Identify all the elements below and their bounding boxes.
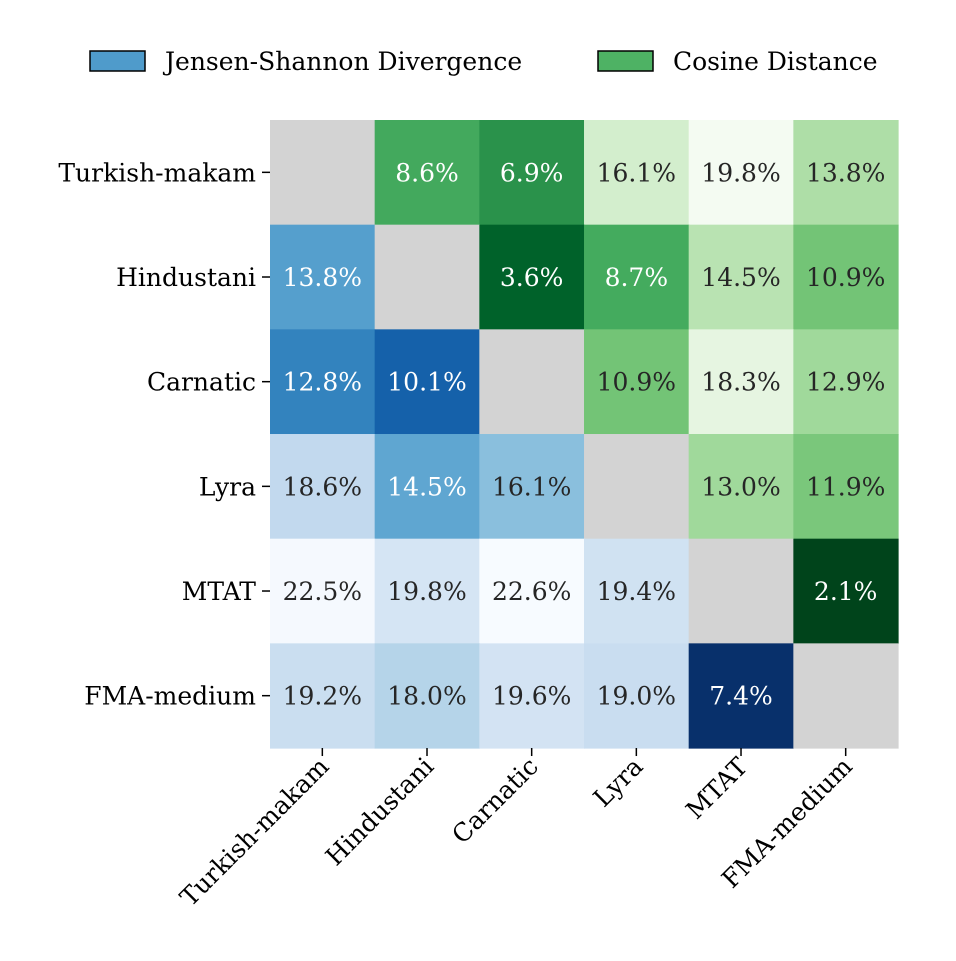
y-tick-label: Carnatic — [147, 368, 256, 397]
y-tick-label: FMA-medium — [84, 682, 256, 711]
cell-value-label: 12.9% — [806, 368, 885, 397]
cell-value-label: 11.9% — [806, 472, 885, 501]
legend-swatch-cosine-distance — [597, 50, 654, 72]
cell-value-label: 18.0% — [387, 682, 466, 711]
cell-value-label: 19.8% — [701, 158, 780, 187]
cell-value-label: 22.5% — [283, 577, 362, 606]
legend-label-cosine-distance: Cosine Distance — [673, 47, 878, 76]
heatmap-cell-carnatic-fma-medium — [793, 329, 899, 435]
cell-value-label: 13.8% — [806, 158, 885, 187]
cell-value-label: 19.2% — [283, 682, 362, 711]
heatmap-cell-mtat-turkish-makam — [270, 538, 376, 644]
heatmap-cell-carnatic-turkish-makam — [270, 329, 376, 435]
heatmap-cell-fma-medium-carnatic — [479, 643, 585, 749]
heatmap-cell-hindustani-fma-medium — [793, 224, 899, 330]
x-tick-label: Turkish-makam — [174, 752, 334, 912]
cell-value-label: 14.5% — [701, 263, 780, 292]
y-tick-label: Lyra — [199, 472, 256, 501]
heatmap-cell-lyra-carnatic — [479, 434, 585, 540]
heatmap-cell-fma-medium-fma-medium — [793, 643, 899, 749]
cell-value-label: 12.8% — [283, 368, 362, 397]
x-tick-label: Carnatic — [446, 752, 544, 850]
cell-value-label: 18.6% — [283, 472, 362, 501]
heatmap-cells — [270, 120, 899, 749]
cell-value-label: 10.9% — [597, 368, 676, 397]
y-tick-label: Turkish-makam — [58, 158, 256, 187]
cell-value-label: 13.8% — [283, 263, 362, 292]
x-tick-label: Lyra — [588, 752, 649, 813]
heatmap-cell-carnatic-lyra — [584, 329, 690, 435]
cell-value-label: 6.9% — [500, 158, 564, 187]
heatmap-cell-mtat-hindustani — [374, 538, 480, 644]
heatmap-cell-hindustani-lyra — [584, 224, 690, 330]
cell-value-label: 19.6% — [492, 682, 571, 711]
heatmap-cell-hindustani-carnatic — [479, 224, 585, 330]
legend-swatch-jensen-shannon-divergence — [89, 50, 146, 72]
cell-value-label: 8.7% — [605, 263, 669, 292]
heatmap-cell-fma-medium-mtat — [688, 643, 794, 749]
heatmap-cell-hindustani-mtat — [688, 224, 794, 330]
cell-value-label: 10.9% — [806, 263, 885, 292]
heatmap-cell-lyra-hindustani — [374, 434, 480, 540]
cell-value-label: 7.4% — [709, 682, 773, 711]
cell-value-label: 19.4% — [597, 577, 676, 606]
heatmap-cell-mtat-carnatic — [479, 538, 585, 644]
cell-value-label: 3.6% — [500, 263, 564, 292]
legend-label-jensen-shannon-divergence: Jensen-Shannon Divergence — [162, 47, 522, 76]
heatmap-cell-turkish-makam-turkish-makam — [270, 120, 376, 226]
heatmap-cell-mtat-mtat — [688, 538, 794, 644]
heatmap-cell-hindustani-turkish-makam — [270, 224, 376, 330]
x-tick-label: MTAT — [680, 752, 753, 825]
heatmap-cell-lyra-mtat — [688, 434, 794, 540]
heatmap-cell-mtat-lyra — [584, 538, 690, 644]
cell-value-label: 14.5% — [387, 472, 466, 501]
heatmap-cell-lyra-fma-medium — [793, 434, 899, 540]
heatmap-cell-fma-medium-turkish-makam — [270, 643, 376, 749]
heatmap-cell-carnatic-hindustani — [374, 329, 480, 435]
heatmap-cell-hindustani-hindustani — [374, 224, 480, 330]
cell-value-label: 19.0% — [597, 682, 676, 711]
cell-value-label: 19.8% — [387, 577, 466, 606]
heatmap-cell-turkish-makam-lyra — [584, 120, 690, 226]
legend: Jensen-Shannon Divergence Cosine Distance — [89, 47, 878, 76]
heatmap-cell-mtat-fma-medium — [793, 538, 899, 644]
heatmap-cell-lyra-turkish-makam — [270, 434, 376, 540]
cell-value-label: 16.1% — [597, 158, 676, 187]
cell-value-label: 2.1% — [814, 577, 878, 606]
heatmap-cell-carnatic-carnatic — [479, 329, 585, 435]
heatmap-cell-turkish-makam-carnatic — [479, 120, 585, 226]
y-tick-label: Hindustani — [116, 263, 256, 292]
cell-labels: 8.6% 6.9% 16.1% 19.8% 13.8% 13.8% 3.6% 8.7% 14.5… — [283, 158, 886, 710]
heatmap-cell-turkish-makam-hindustani — [374, 120, 480, 226]
cell-value-label: 13.0% — [701, 472, 780, 501]
cell-value-label: 18.3% — [701, 368, 780, 397]
heatmap-cell-carnatic-mtat — [688, 329, 794, 435]
y-tick-label: MTAT — [182, 577, 257, 606]
cell-value-label: 10.1% — [387, 368, 466, 397]
heatmap-cell-fma-medium-lyra — [584, 643, 690, 749]
cell-value-label: 8.6% — [395, 158, 459, 187]
cell-value-label: 22.6% — [492, 577, 571, 606]
heatmap-cell-fma-medium-hindustani — [374, 643, 480, 749]
heatmap-cell-turkish-makam-fma-medium — [793, 120, 899, 226]
heatmap-cell-lyra-lyra — [584, 434, 690, 540]
y-axis: Turkish-makam Hindustani Carnatic Lyra MTAT F… — [58, 158, 270, 711]
cell-value-label: 16.1% — [492, 472, 571, 501]
heatmap-cell-turkish-makam-mtat — [688, 120, 794, 226]
x-tick-label: Hindustani — [320, 752, 439, 871]
